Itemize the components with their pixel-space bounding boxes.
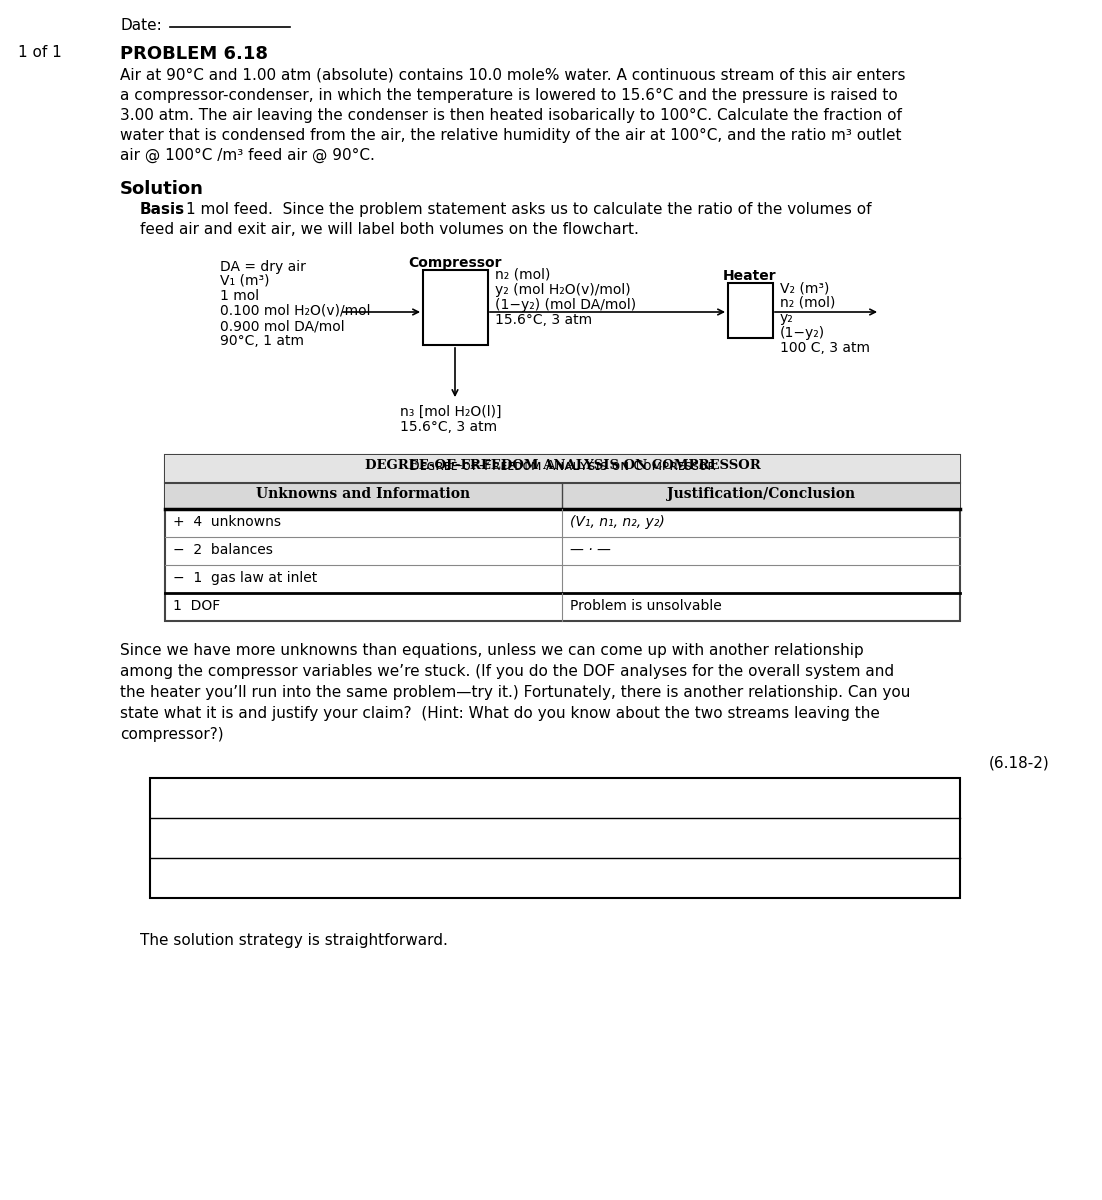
Text: 15.6°C, 3 atm: 15.6°C, 3 atm xyxy=(495,313,592,326)
Text: 1 of 1: 1 of 1 xyxy=(18,44,62,60)
Text: y₂: y₂ xyxy=(780,311,793,325)
Text: (1−y₂): (1−y₂) xyxy=(780,326,825,340)
Text: Basis: Basis xyxy=(140,202,185,217)
Text: 90°C, 1 atm: 90°C, 1 atm xyxy=(220,334,304,348)
Text: Air at 90°C and 1.00 atm (absolute) contains 10.0 mole% water. A continuous stre: Air at 90°C and 1.00 atm (absolute) cont… xyxy=(120,68,906,83)
Text: DEGREE-OF-FREEDOM ANALYSIS ON COMPRESSOR: DEGREE-OF-FREEDOM ANALYSIS ON COMPRESSOR xyxy=(365,458,760,472)
Text: Problem is unsolvable: Problem is unsolvable xyxy=(570,599,722,613)
Text: (6.18-2): (6.18-2) xyxy=(990,756,1050,770)
Text: DA = dry air: DA = dry air xyxy=(220,260,306,274)
Text: — · —: — · — xyxy=(570,542,611,557)
Bar xyxy=(150,778,960,898)
Text: Heater: Heater xyxy=(723,269,777,283)
Bar xyxy=(165,455,960,622)
Text: Date:: Date: xyxy=(120,18,162,32)
Bar xyxy=(165,482,960,509)
Text: n₂ (mol): n₂ (mol) xyxy=(495,268,550,282)
Text: 3.00 atm. The air leaving the condenser is then heated isobarically to 100°C. Ca: 3.00 atm. The air leaving the condenser … xyxy=(120,108,901,124)
Bar xyxy=(728,283,773,338)
Text: +  4  unknowns: + 4 unknowns xyxy=(173,515,281,529)
Text: V₂ (m³): V₂ (m³) xyxy=(780,281,830,295)
Text: The solution strategy is straightforward.: The solution strategy is straightforward… xyxy=(140,934,447,948)
Text: 1 mol: 1 mol xyxy=(220,289,259,302)
Text: among the compressor variables we’re stuck. (If you do the DOF analyses for the : among the compressor variables we’re stu… xyxy=(120,664,894,679)
Text: y₂ (mol H₂O(v)/mol): y₂ (mol H₂O(v)/mol) xyxy=(495,283,630,296)
Text: 0.900 mol DA/mol: 0.900 mol DA/mol xyxy=(220,319,345,332)
Bar xyxy=(165,455,960,482)
Text: water that is condensed from the air, the relative humidity of the air at 100°C,: water that is condensed from the air, th… xyxy=(120,128,901,143)
Text: n₂ (mol): n₂ (mol) xyxy=(780,296,835,310)
Text: Compressor: Compressor xyxy=(408,256,501,270)
Text: −  2  balances: − 2 balances xyxy=(173,542,273,557)
Text: 15.6°C, 3 atm: 15.6°C, 3 atm xyxy=(400,420,497,434)
Text: Since we have more unknowns than equations, unless we can come up with another r: Since we have more unknowns than equatio… xyxy=(120,643,864,658)
Text: a compressor-condenser, in which the temperature is lowered to 15.6°C and the pr: a compressor-condenser, in which the tem… xyxy=(120,88,898,103)
Text: compressor?): compressor?) xyxy=(120,727,224,742)
Text: Solution: Solution xyxy=(120,180,204,198)
Text: feed air and exit air, we will label both volumes on the flowchart.: feed air and exit air, we will label bot… xyxy=(140,222,639,236)
Text: : 1 mol feed.  Since the problem statement asks us to calculate the ratio of the: : 1 mol feed. Since the problem statemen… xyxy=(176,202,872,217)
Text: air @ 100°C /m³ feed air @ 90°C.: air @ 100°C /m³ feed air @ 90°C. xyxy=(120,148,375,163)
Text: 100 C, 3 atm: 100 C, 3 atm xyxy=(780,341,869,355)
Text: Dᴇɢʀᴇᴇ-ᴏғ-Fʀᴇᴇᴅᴏᴍ Aɴᴀʟʏѕɪѕ ᴏɴ Cᴏᴍᴘʀᴇѕѕᴏʀ: Dᴇɢʀᴇᴇ-ᴏғ-Fʀᴇᴇᴅᴏᴍ Aɴᴀʟʏѕɪѕ ᴏɴ Cᴏᴍᴘʀᴇѕѕᴏʀ xyxy=(409,458,716,473)
Text: 0.100 mol H₂O(v)/mol: 0.100 mol H₂O(v)/mol xyxy=(220,304,370,318)
Text: (V₁, n₁, n₂, y₂): (V₁, n₁, n₂, y₂) xyxy=(570,515,665,529)
Text: 1  DOF: 1 DOF xyxy=(173,599,220,613)
Text: (1−y₂) (mol DA/mol): (1−y₂) (mol DA/mol) xyxy=(495,298,636,312)
Text: state what it is and justify your claim?  (Hint: What do you know about the two : state what it is and justify your claim?… xyxy=(120,706,879,721)
Text: PROBLEM 6.18: PROBLEM 6.18 xyxy=(120,44,268,62)
Text: Justification/Conclusion: Justification/Conclusion xyxy=(667,487,855,502)
Text: V₁ (m³): V₁ (m³) xyxy=(220,274,270,288)
Text: n₃ [mol H₂O(l)]: n₃ [mol H₂O(l)] xyxy=(400,404,501,419)
Text: the heater you’ll run into the same problem—try it.) Fortunately, there is anoth: the heater you’ll run into the same prob… xyxy=(120,685,910,700)
Text: Unknowns and Information: Unknowns and Information xyxy=(257,487,471,502)
Bar xyxy=(423,270,488,346)
Text: −  1  gas law at inlet: − 1 gas law at inlet xyxy=(173,571,317,584)
